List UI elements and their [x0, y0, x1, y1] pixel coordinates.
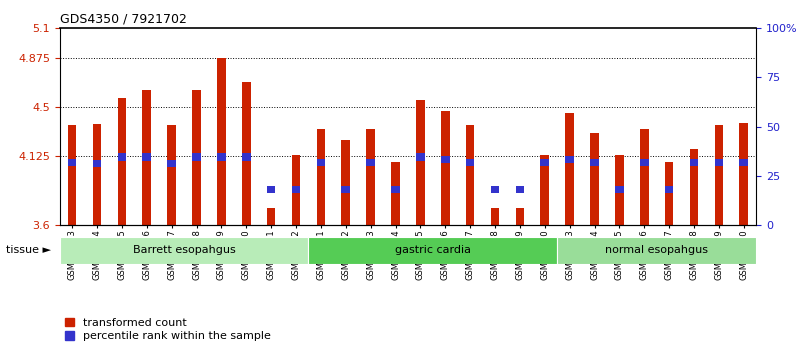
Bar: [317, 159, 326, 166]
Text: normal esopahgus: normal esopahgus: [605, 245, 708, 256]
Bar: [217, 58, 226, 225]
Bar: [557, 237, 756, 264]
Bar: [516, 186, 525, 193]
Bar: [391, 186, 400, 193]
Bar: [739, 122, 748, 225]
Bar: [267, 208, 275, 225]
Bar: [192, 153, 201, 161]
Bar: [142, 90, 151, 225]
Bar: [341, 186, 350, 193]
Bar: [68, 159, 76, 166]
Bar: [590, 133, 599, 225]
Bar: [615, 186, 624, 193]
Bar: [416, 153, 425, 161]
Bar: [715, 159, 724, 166]
Bar: [366, 129, 375, 225]
Bar: [516, 208, 525, 225]
Bar: [142, 153, 151, 161]
Bar: [291, 155, 300, 225]
Bar: [490, 208, 499, 225]
Bar: [565, 156, 574, 163]
Bar: [308, 237, 557, 264]
Bar: [291, 186, 300, 193]
Bar: [739, 159, 748, 166]
Text: Barrett esopahgus: Barrett esopahgus: [133, 245, 236, 256]
Bar: [416, 101, 425, 225]
Text: gastric cardia: gastric cardia: [395, 245, 470, 256]
Bar: [441, 156, 450, 163]
Bar: [92, 160, 101, 167]
Bar: [590, 159, 599, 166]
Bar: [60, 237, 308, 264]
Bar: [68, 125, 76, 225]
Bar: [366, 159, 375, 166]
Bar: [466, 125, 474, 225]
Bar: [540, 155, 549, 225]
Bar: [317, 129, 326, 225]
Bar: [118, 153, 127, 161]
Bar: [242, 153, 251, 161]
Bar: [391, 162, 400, 225]
Bar: [615, 155, 624, 225]
Bar: [267, 186, 275, 193]
Bar: [640, 129, 649, 225]
Text: tissue ►: tissue ►: [6, 245, 51, 256]
Bar: [689, 149, 698, 225]
Bar: [118, 98, 127, 225]
Bar: [715, 125, 724, 225]
Bar: [92, 124, 101, 225]
Bar: [341, 139, 350, 225]
Bar: [167, 160, 176, 167]
Bar: [242, 82, 251, 225]
Bar: [490, 186, 499, 193]
Bar: [217, 153, 226, 161]
Bar: [192, 90, 201, 225]
Bar: [540, 159, 549, 166]
Bar: [466, 159, 474, 166]
Bar: [689, 159, 698, 166]
Legend: transformed count, percentile rank within the sample: transformed count, percentile rank withi…: [65, 318, 271, 341]
Bar: [167, 125, 176, 225]
Bar: [565, 113, 574, 225]
Bar: [640, 159, 649, 166]
Bar: [665, 186, 673, 193]
Bar: [441, 111, 450, 225]
Bar: [665, 162, 673, 225]
Text: GDS4350 / 7921702: GDS4350 / 7921702: [60, 13, 186, 26]
